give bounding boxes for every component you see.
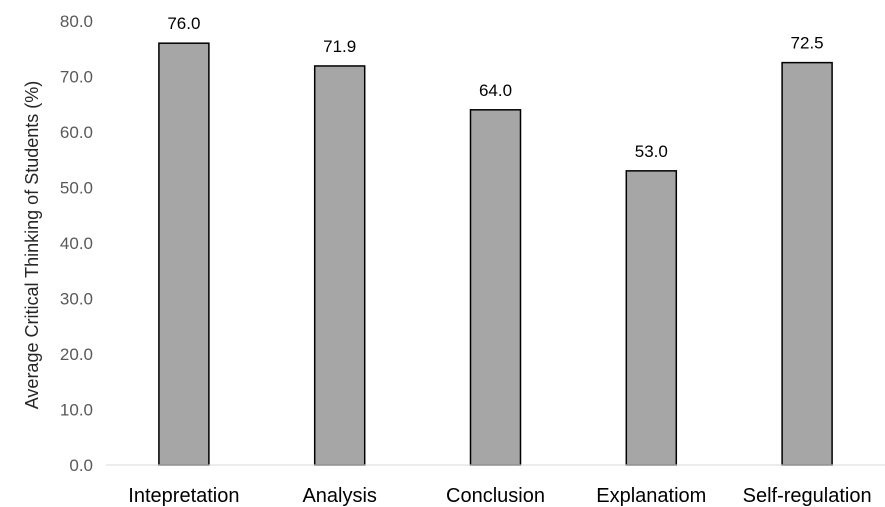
- x-category-label: Explanatiom: [596, 485, 706, 507]
- x-category-label: Conclusion: [446, 485, 545, 507]
- bar: [469, 109, 522, 466]
- bars: [158, 42, 833, 466]
- y-tick-label: 20.0: [60, 345, 93, 364]
- bar-data-label: 64.0: [479, 81, 512, 100]
- y-tick-label: 10.0: [60, 401, 93, 420]
- bar: [625, 170, 678, 466]
- bar-data-label: 53.0: [635, 142, 668, 161]
- x-category-label: Analysis: [302, 485, 376, 507]
- y-tick-label: 80.0: [60, 12, 93, 31]
- y-axis-ticks: 0.0 10.0 20.0 30.0 40.0 50.0 60.0 70.0 80.0: [60, 12, 93, 475]
- y-tick-label: 70.0: [60, 68, 93, 87]
- y-axis-title: Average Critical Thinking of Students (%…: [22, 81, 42, 410]
- x-category-label: Self-regulation: [743, 485, 872, 507]
- y-tick-label: 30.0: [60, 290, 93, 309]
- data-labels: 76.0 71.9 64.0 53.0 72.5: [167, 14, 823, 161]
- bar-data-label: 71.9: [323, 37, 356, 56]
- x-axis-categories: Intepretation Analysis Conclusion Explanati…: [128, 485, 871, 507]
- bar-data-label: 76.0: [167, 14, 200, 33]
- y-tick-label: 0.0: [69, 456, 93, 475]
- y-tick-label: 50.0: [60, 179, 93, 198]
- bar: [781, 61, 833, 466]
- x-category-label: Intepretation: [128, 485, 239, 507]
- y-tick-label: 40.0: [60, 234, 93, 253]
- bar: [313, 65, 366, 466]
- y-tick-label: 60.0: [60, 123, 93, 142]
- bar: [158, 42, 210, 466]
- bar-data-label: 72.5: [791, 34, 824, 53]
